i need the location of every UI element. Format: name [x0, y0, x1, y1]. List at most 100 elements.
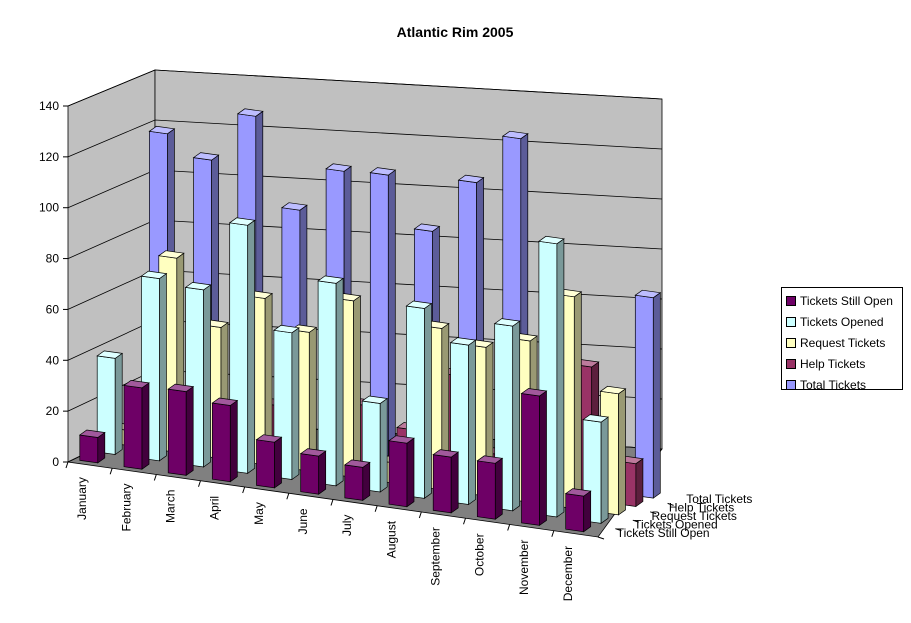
bar-tickets-still-open-july	[343, 459, 371, 502]
bar-side	[652, 292, 661, 499]
bar-tickets-still-open-august	[388, 435, 415, 508]
bar-top	[564, 488, 592, 497]
bar-tickets-opened-june	[317, 275, 345, 487]
bar-side	[291, 327, 300, 481]
x-tick-label: September	[428, 527, 442, 586]
bar-top	[493, 318, 521, 327]
bar-side	[600, 416, 609, 524]
bar-tickets-still-open-february	[123, 380, 150, 470]
bar-top	[432, 449, 460, 458]
legend-label: Tickets Still Open	[800, 293, 893, 308]
bar-tickets-still-open-november	[520, 388, 548, 527]
bar-tickets-still-open-december	[564, 488, 592, 533]
bar-top	[78, 429, 106, 438]
x-tick	[418, 511, 422, 519]
bar-top	[96, 350, 124, 359]
z-tick	[632, 519, 639, 523]
bar-front	[167, 388, 187, 476]
series-axis-label: Total Tickets	[686, 492, 752, 506]
x-tick-label: July	[340, 515, 354, 536]
bar-top	[192, 152, 220, 161]
bar-side	[335, 277, 344, 487]
bar-top	[343, 459, 371, 468]
bar-top	[272, 324, 300, 334]
legend: Tickets Still Open Tickets Opened Request …	[781, 287, 903, 392]
bar-top	[255, 434, 283, 443]
x-tick	[198, 480, 201, 487]
axes: 0 20 40 60 80 100 120 140 January February March Ap…	[39, 99, 752, 601]
x-tick-label: March	[163, 490, 177, 523]
x-tick	[109, 468, 113, 475]
bar-top	[157, 250, 185, 259]
bar-top	[476, 455, 504, 464]
bar-tickets-opened-december	[582, 414, 610, 524]
bar-side	[583, 490, 592, 533]
bar-tickets-still-open-march	[167, 383, 195, 477]
bar-tickets-opened-january	[96, 350, 124, 456]
bar-front	[344, 464, 364, 501]
legend-label: Help Tickets	[800, 356, 866, 371]
x-tick-label: April	[208, 496, 222, 520]
bar-front	[476, 460, 496, 520]
series-axis-label: Help Tickets	[669, 501, 734, 515]
bar-side	[274, 436, 282, 489]
x-tick-label: January	[75, 477, 89, 520]
bar-top	[228, 217, 256, 226]
bar-top	[405, 300, 433, 309]
bar-side	[353, 295, 361, 479]
y-tick-label: 20	[46, 404, 60, 418]
x-tick-label: December	[561, 546, 575, 601]
bar-tickets-still-open-may	[255, 434, 283, 489]
x-tick	[65, 461, 69, 469]
series-axis-label: Tickets Opened	[634, 517, 718, 531]
x-tick	[153, 474, 157, 481]
bar-front	[211, 402, 231, 483]
legend-swatch	[786, 316, 796, 327]
bar-side	[468, 339, 476, 506]
legend-item: Total Tickets	[782, 374, 902, 395]
legend-label: Tickets Opened	[800, 314, 884, 329]
bar-side	[318, 450, 327, 495]
bar-top	[317, 275, 345, 284]
y-tick-label: 120	[39, 150, 59, 164]
bar-top	[280, 202, 308, 211]
series-axis-label: Request Tickets	[652, 509, 737, 523]
bar-tickets-still-open-april	[211, 397, 239, 483]
bar-side	[185, 385, 194, 477]
legend-item: Request Tickets	[782, 332, 902, 353]
bar-front	[565, 493, 585, 533]
x-tick-label: May	[252, 502, 266, 525]
x-tick	[507, 524, 511, 531]
bar-top	[123, 380, 150, 389]
bar-side	[618, 388, 626, 516]
bar-tickets-still-open-october	[476, 455, 504, 520]
bar-side	[114, 352, 123, 456]
bar-side	[159, 272, 167, 462]
bars	[78, 108, 662, 533]
x-tick-label: November	[517, 540, 531, 595]
legend-item: Tickets Opened	[782, 311, 902, 332]
bar-front	[256, 439, 275, 489]
legend-item: Help Tickets	[782, 353, 902, 374]
bar-top	[501, 130, 529, 140]
bar-front	[300, 453, 320, 495]
z-tick	[650, 511, 657, 515]
bar-side	[635, 458, 644, 508]
bar-top	[361, 395, 389, 404]
bar-top	[299, 448, 327, 457]
bar-total-tickets-december	[634, 289, 662, 499]
bar-side	[203, 284, 211, 468]
bar-side	[450, 451, 459, 514]
bar-front	[432, 454, 452, 514]
x-tick	[374, 505, 378, 512]
bar-side	[512, 320, 521, 512]
chart-title: Atlantic Rim 2005	[397, 24, 514, 40]
bar-top	[537, 235, 565, 245]
bar-top	[148, 125, 176, 135]
bar-top	[388, 435, 415, 444]
legend-item: Tickets Still Open	[782, 290, 902, 311]
legend-swatch	[786, 358, 796, 369]
gridline	[67, 119, 663, 158]
z-tick	[597, 536, 605, 540]
